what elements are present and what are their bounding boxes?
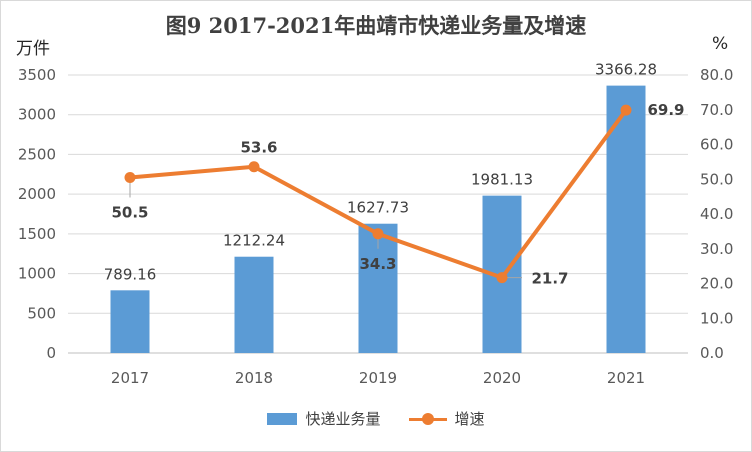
bar-data-label: 3366.28 [595,61,657,79]
line-point [372,228,384,240]
x-tick-label: 2021 [607,369,645,387]
legend: 快递业务量 增速 [0,408,752,429]
chart-title: 图9 2017-2021年曲靖市快递业务量及增速 [165,13,587,38]
line-point [496,272,508,284]
y-left-tick-label: 3500 [18,66,56,84]
line-data-label: 69.9 [647,101,684,119]
line-point [620,104,632,116]
line-data-label: 53.6 [240,139,277,157]
y-right-tick-label: 80.0 [700,66,733,84]
y-right-tick-label: 70.0 [700,101,733,119]
x-tick-label: 2020 [483,369,521,387]
y-left-tick-label: 1000 [18,265,56,283]
legend-item-volume: 快递业务量 [267,408,381,429]
bar [234,256,274,353]
y-right-tick-label: 0.0 [700,344,724,362]
line-point [124,172,136,184]
legend-line-swatch [408,412,447,425]
y-right-tick-label: 10.0 [700,309,733,327]
y-left-tick-label: 1500 [18,225,56,243]
y-right-tick-label: 40.0 [700,205,733,223]
bar-data-label: 1627.73 [347,199,409,217]
line-data-label: 50.5 [111,204,148,222]
legend-bar-swatch [267,412,298,425]
y-right-tick-label: 50.0 [700,170,733,188]
legend-label-growth: 增速 [454,410,485,428]
line-data-label: 21.7 [531,270,568,288]
bar-data-label: 1981.13 [471,171,533,189]
left-axis-unit: 万件 [16,39,50,59]
y-left-tick-label: 2500 [18,145,56,163]
y-left-tick-label: 2000 [18,185,56,203]
bar-data-label: 789.16 [104,265,157,283]
y-right-tick-label: 60.0 [700,136,733,154]
x-tick-label: 2019 [359,369,397,387]
bar-data-label: 1212.24 [223,232,285,250]
legend-label-volume: 快递业务量 [305,410,381,428]
y-right-tick-label: 20.0 [700,275,733,293]
x-tick-label: 2018 [235,369,273,387]
y-left-tick-label: 0 [46,344,56,362]
bar [110,290,150,353]
y-left-tick-label: 500 [27,304,56,322]
x-tick-label: 2017 [111,369,149,387]
y-left-tick-label: 3000 [18,106,56,124]
legend-item-growth: 增速 [408,408,485,429]
y-right-tick-label: 30.0 [700,240,733,258]
line-data-label: 34.3 [359,255,396,273]
right-axis-unit: % [712,34,729,54]
line-point [248,161,260,173]
